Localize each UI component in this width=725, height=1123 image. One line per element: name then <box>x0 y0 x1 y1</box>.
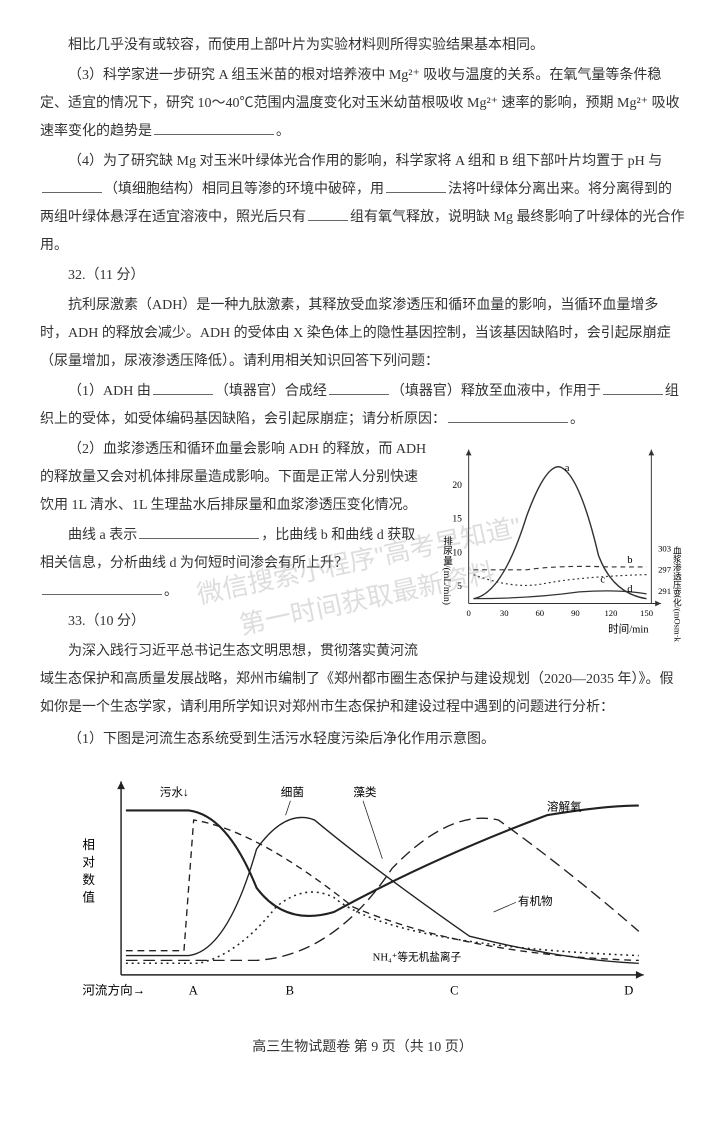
question-4: （4）为了研究缺 Mg 对玉米叶绿体光合作用的影响，科学家将 A 组和 B 组下… <box>40 148 685 260</box>
curve-d-label: d <box>627 584 633 595</box>
blank[interactable] <box>42 178 102 193</box>
ylabel-left: 排尿量/(mL/min) <box>441 536 453 605</box>
question-32-header: 32.（11 分） <box>40 262 685 290</box>
q3-text-b: 。 <box>276 124 290 139</box>
chart1-section: 微信搜索小程序"高考早知道" 第一时间获取最新资料 5 10 15 20 291… <box>40 436 685 724</box>
blank[interactable] <box>308 206 348 221</box>
curve-a-label: a <box>565 463 570 474</box>
q32-1-e: 。 <box>570 412 584 427</box>
ylabel-right: 血浆渗透压变化/(mOsm·kg⁻¹·H₂O) <box>672 544 682 642</box>
curve-c-label: c <box>600 574 605 585</box>
q3-text-a: （3）科学家进一步研究 A 组玉米苗的根对培养液中 Mg²⁺ 吸收与温度的关系。… <box>40 68 680 139</box>
label-oxygen: 溶解氧 <box>546 799 581 813</box>
q33-sub1: （1）下图是河流生态系统受到生活污水轻度污染后净化作用示意图。 <box>40 726 685 754</box>
blank[interactable] <box>329 380 389 395</box>
chart-river-purification: 相 对 数 值 河流方向→ A B C D 污水↓ 溶解氧 有机物 细菌 藻类 … <box>63 762 663 1014</box>
xtick: C <box>450 983 458 997</box>
xtick: 0 <box>466 608 470 618</box>
ytick-r: 291 <box>658 586 671 596</box>
blank[interactable] <box>603 380 663 395</box>
sewage-label: 污水↓ <box>159 786 188 799</box>
blank[interactable] <box>386 178 446 193</box>
chart-urine-osmolarity: 5 10 15 20 291 297 303 0 30 60 90 120 15… <box>435 440 685 642</box>
blank[interactable] <box>139 524 259 539</box>
q32-sub1: （1）ADH 由（填器官）合成经（填器官）释放至血液中，作用于组织上的受体，如受… <box>40 378 685 434</box>
xlabel: 时间/min <box>608 622 649 635</box>
q32-1-c: （填器官）释放至血液中，作用于 <box>391 384 601 399</box>
xtick: 150 <box>640 608 653 618</box>
question-3: （3）科学家进一步研究 A 组玉米苗的根对培养液中 Mg²⁺ 吸收与温度的关系。… <box>40 62 685 146</box>
q32-1-b: （填器官）合成经 <box>215 384 327 399</box>
q33-intro: 为深入践行习近平总书记生态文明思想，贯彻落实黄河流域生态保护和高质量发展战略，郑… <box>40 638 685 722</box>
ytick: 20 <box>452 480 462 491</box>
ytick-r: 297 <box>658 565 672 575</box>
ytick: 5 <box>457 581 462 592</box>
xtick: A <box>188 983 197 997</box>
blank[interactable] <box>448 408 568 423</box>
paragraph-continuation: 相比几乎没有或较容，而使用上部叶片为实验材料则所得实验结果基本相同。 <box>40 32 685 60</box>
xtick: 90 <box>571 608 580 618</box>
q4-text-a: （4）为了研究缺 Mg 对玉米叶绿体光合作用的影响，科学家将 A 组和 B 组下… <box>68 154 662 169</box>
ytick: 15 <box>452 514 462 525</box>
label-algae: 藻类 <box>353 785 377 799</box>
curve-b-label: b <box>627 555 632 566</box>
ylabel: 对 <box>82 856 95 870</box>
blank[interactable] <box>154 120 274 135</box>
label-bacteria: 细菌 <box>280 786 303 799</box>
ytick-r: 303 <box>658 544 671 554</box>
ylabel: 相 <box>82 838 95 852</box>
xtick: D <box>624 983 633 997</box>
q32-1-a: （1）ADH 由 <box>68 384 151 399</box>
q32-2-a: 曲线 a 表示 <box>68 528 137 543</box>
q32-2-c: 。 <box>164 584 178 599</box>
xtick: 60 <box>535 608 544 618</box>
xtick: B <box>285 983 293 997</box>
label-nh4: NH₄⁺等无机盐离子 <box>372 950 461 963</box>
q4-text-b: （填细胞结构）相同且等渗的环境中破碎，用 <box>104 182 384 197</box>
page-footer: 高三生物试题卷 第 9 页（共 10 页） <box>40 1034 685 1062</box>
q32-intro: 抗利尿激素（ADH）是一种九肽激素，其释放受血浆渗透压和循环血量的影响，当循环血… <box>40 292 685 376</box>
blank[interactable] <box>42 580 162 595</box>
blank[interactable] <box>153 380 213 395</box>
xlabel: 河流方向→ <box>82 982 145 997</box>
ytick: 10 <box>452 547 462 558</box>
xtick: 120 <box>604 608 617 618</box>
label-organic: 有机物 <box>517 894 552 908</box>
xtick: 30 <box>500 608 509 618</box>
ylabel: 数 <box>82 873 95 887</box>
ylabel: 值 <box>82 889 95 904</box>
